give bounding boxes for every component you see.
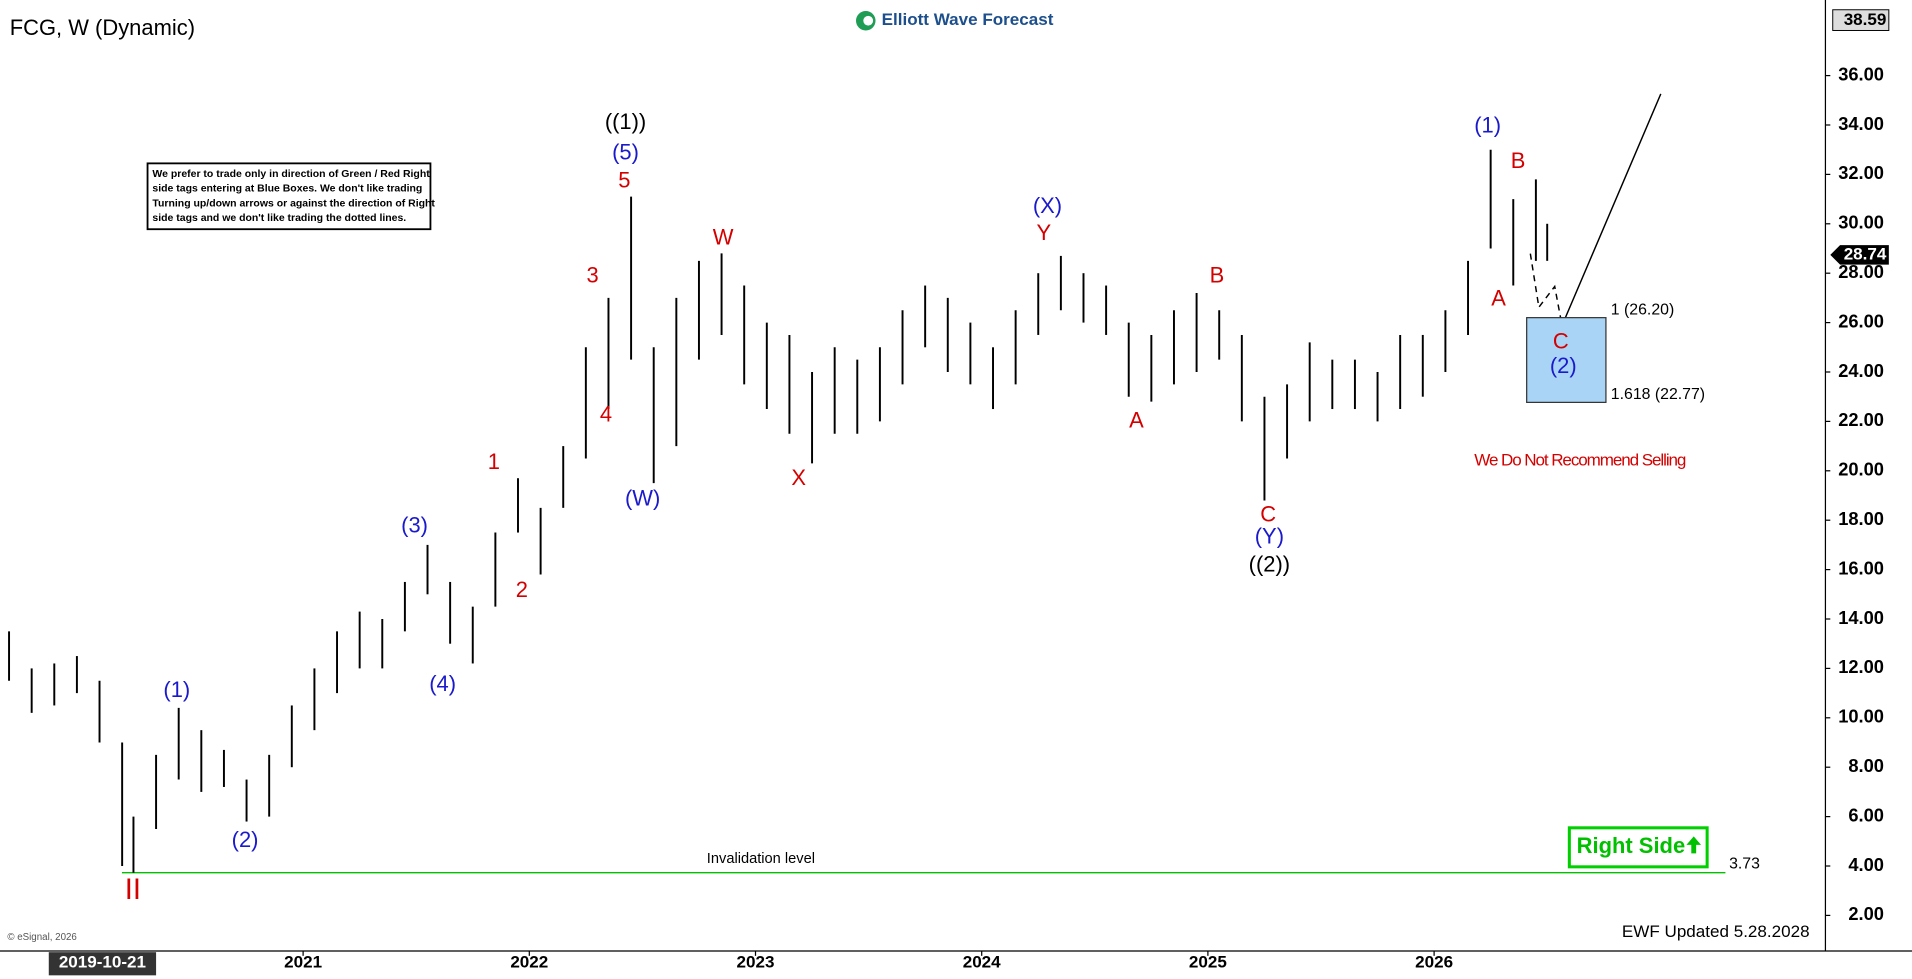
top-price: 38.59 [1844,10,1887,29]
wave-label: W [713,225,734,250]
wave-label: 4 [600,402,612,427]
wave-label: 5 [618,167,630,192]
y-tick-label: 30.00 [1838,212,1884,233]
y-tick-label: 26.00 [1838,310,1884,331]
x-tick-label: 2024 [963,953,1001,972]
y-tick-label: 34.00 [1838,113,1884,134]
wave-label: A [1129,408,1144,433]
cursor-date: 2019-10-21 [59,953,146,972]
y-tick-label: 24.00 [1838,360,1884,381]
y-tick-label: 14.00 [1838,607,1884,628]
y-tick-label: 10.00 [1838,706,1884,727]
y-tick-label: 32.00 [1838,162,1884,183]
disclaimer: We prefer to trade only in direction of … [152,169,435,224]
wave-label: X [791,465,806,490]
wave-label: (X) [1033,193,1062,218]
cursor-date-box [48,952,157,976]
disclaimer-line: side tags and we don't like trading the … [152,213,406,224]
logo-icon-inner [863,15,874,26]
note: We Do Not Recommend Selling [1474,450,1686,469]
y-tick-label: 12.00 [1838,656,1884,677]
right-side-box[interactable] [1567,826,1709,869]
y-tick-label: 28.00 [1838,261,1884,282]
wave-label: (5) [612,139,639,164]
logo: Elliott Wave Forecast [882,10,1054,29]
invalidation-text: Invalidation level [707,851,815,867]
right-side-arrow [1686,836,1702,854]
disclaimer-line: We prefer to trade only in direction of … [152,169,430,180]
right-side[interactable]: Right Side [1577,833,1685,858]
projection-dashed [1529,253,1563,326]
y-tick-label: 4.00 [1848,854,1884,875]
wave-label: A [1491,286,1506,311]
x-tick-label: 2026 [1415,953,1453,972]
last-price: 28.74 [1844,244,1887,263]
wave-label: (1) [1474,113,1501,138]
projection-line [1561,93,1662,326]
wave-label: (1) [163,677,190,702]
last-price-tag [1830,245,1889,265]
disclaimer-box [146,162,432,231]
wave-label: B [1210,263,1225,288]
disclaimer-line: Turning up/down arrows or against the di… [152,198,435,209]
blue-box [1526,317,1607,403]
y-tick-label: 20.00 [1838,459,1884,480]
wave-label: II [125,874,141,906]
chart-title: FCG, W (Dynamic) [10,15,195,40]
copyright: © eSignal, 2026 [7,932,77,943]
wave-label: C [1553,328,1569,353]
wave-label: 3 [587,263,599,288]
y-tick-label: 18.00 [1838,508,1884,529]
wave-label: (2) [1550,353,1577,378]
y-tick-label: 22.00 [1838,409,1884,430]
top-price-tag [1832,9,1890,31]
wave-label: ((1)) [605,109,646,134]
x-tick-label: 2022 [510,953,548,972]
invalidation-label: 3.73 [1729,855,1760,872]
wave-label: (Y) [1255,523,1284,548]
wave-label: (4) [429,671,456,696]
y-tick-label: 2.00 [1848,903,1884,924]
wave-label: ((2)) [1249,551,1290,576]
updated: EWF Updated 5.28.2028 [1622,922,1810,941]
y-tick-label: 8.00 [1848,755,1884,776]
wave-label: B [1511,148,1526,173]
fib-label: 1.618 (22.77) [1611,386,1705,403]
x-tick-label: 2025 [1189,953,1227,972]
wave-label: C [1260,502,1276,527]
wave-label: 2 [516,577,528,602]
disclaimer-line: side tags entering at Blue Boxes. We don… [152,184,422,195]
y-tick-label: 6.00 [1848,804,1884,825]
fib-label: 1 (26.20) [1611,302,1674,319]
x-tick-label: 2021 [284,953,322,972]
wave-label: (W) [625,486,660,511]
wave-label: 1 [488,449,500,474]
wave-label: (3) [401,512,428,537]
y-tick-label: 36.00 [1838,63,1884,84]
y-tick-label: 16.00 [1838,557,1884,578]
wave-label: Y [1036,220,1051,245]
x-tick-label: 2023 [737,953,775,972]
wave-label: (2) [232,827,259,852]
